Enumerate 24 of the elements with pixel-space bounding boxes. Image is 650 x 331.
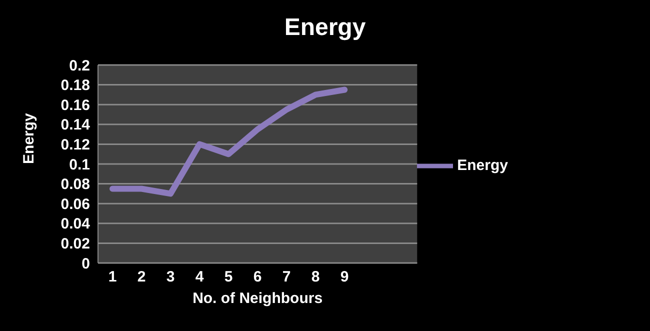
x-tick-label: 4 [195,268,204,286]
x-tick-label: 1 [108,268,117,286]
y-tick-label: 0.16 [60,96,90,114]
y-tick-label: 0.02 [60,236,90,253]
y-tick-label: 0.12 [60,136,90,154]
chart-title: Energy [283,14,367,42]
y-tick-label: 0.14 [60,116,91,134]
y-tick-label: 0.08 [60,176,90,194]
x-tick-label: 5 [224,268,233,286]
x-tick-label: 7 [282,268,291,286]
x-tick-label: 9 [340,268,349,286]
y-tick-label: 0.06 [60,196,90,213]
y-tick-label: 0.18 [60,77,90,94]
x-axis-title: No. of Neighbours [192,290,323,307]
x-tick-label: 8 [311,268,320,286]
x-tick-label: 3 [166,268,175,286]
y-tick-label: 0.04 [60,216,91,233]
y-axis-title: Energy [20,112,38,164]
legend-label: Energy [457,156,508,174]
x-tick-label: 6 [253,268,262,286]
y-tick-label: 0.2 [69,57,90,74]
y-tick-label: 0 [82,255,90,272]
x-tick-label: 2 [137,268,146,286]
y-tick-label: 0.1 [69,156,90,174]
